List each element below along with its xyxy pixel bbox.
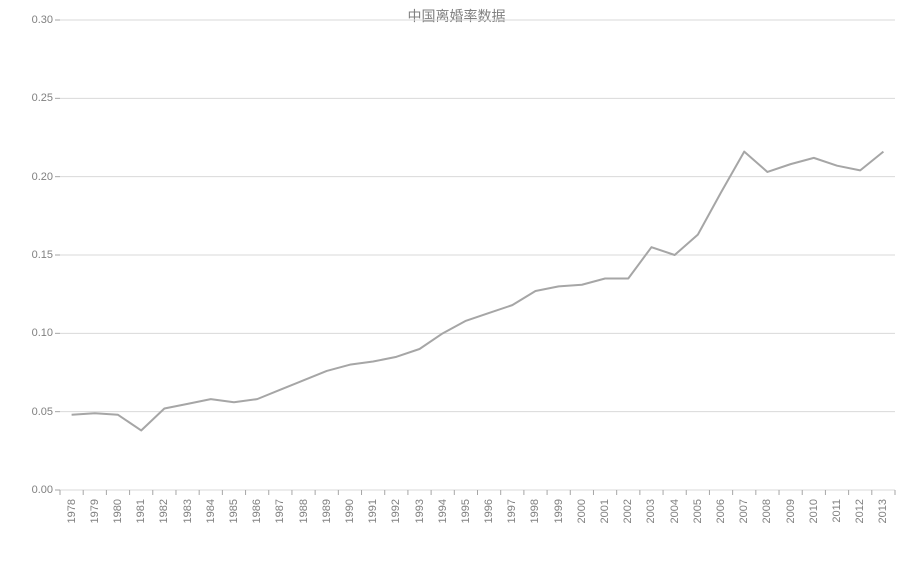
x-tick-label: 2012 bbox=[854, 499, 866, 523]
x-tick-label: 1980 bbox=[112, 499, 124, 523]
x-tick-label: 1988 bbox=[298, 499, 310, 523]
x-tick-label: 1991 bbox=[367, 499, 379, 523]
y-tick-label: 0.30 bbox=[32, 14, 53, 26]
x-tick-label: 1982 bbox=[158, 499, 170, 523]
x-tick-label: 2005 bbox=[692, 499, 704, 523]
x-tick-label: 2009 bbox=[785, 499, 797, 523]
x-tick-label: 1978 bbox=[66, 499, 78, 523]
x-tick-label: 2000 bbox=[576, 499, 588, 523]
x-tick-label: 2006 bbox=[715, 499, 727, 523]
y-tick-label: 0.15 bbox=[32, 249, 53, 261]
y-tick-label: 0.25 bbox=[32, 92, 53, 104]
x-tick-label: 2002 bbox=[622, 499, 634, 523]
x-tick-label: 2013 bbox=[877, 499, 889, 523]
x-tick-label: 1998 bbox=[529, 499, 541, 523]
x-tick-label: 2010 bbox=[808, 499, 820, 523]
x-tick-label: 1996 bbox=[483, 499, 495, 523]
x-tick-label: 1983 bbox=[182, 499, 194, 523]
y-tick-label: 0.05 bbox=[32, 406, 53, 418]
y-tick-label: 0.00 bbox=[32, 484, 53, 496]
x-tick-label: 1993 bbox=[414, 499, 426, 523]
x-tick-label: 1999 bbox=[553, 499, 565, 523]
x-tick-label: 1995 bbox=[460, 499, 472, 523]
chart-plot-area bbox=[0, 0, 913, 567]
x-tick-label: 1986 bbox=[251, 499, 263, 523]
x-tick-label: 2008 bbox=[761, 499, 773, 523]
x-tick-label: 2011 bbox=[831, 499, 843, 523]
x-tick-label: 1985 bbox=[228, 499, 240, 523]
x-tick-label: 1989 bbox=[321, 499, 333, 523]
line-chart: 中国离婚率数据 0.000.050.100.150.200.250.301978… bbox=[0, 0, 913, 567]
y-tick-label: 0.10 bbox=[32, 327, 53, 339]
x-tick-label: 1997 bbox=[506, 499, 518, 523]
y-tick-label: 0.20 bbox=[32, 171, 53, 183]
line-series bbox=[72, 152, 884, 431]
x-tick-label: 1979 bbox=[89, 499, 101, 523]
x-tick-label: 1994 bbox=[437, 499, 449, 523]
x-tick-label: 2007 bbox=[738, 499, 750, 523]
x-tick-label: 2001 bbox=[599, 499, 611, 523]
x-tick-label: 1987 bbox=[274, 499, 286, 523]
x-tick-label: 1990 bbox=[344, 499, 356, 523]
x-tick-label: 2004 bbox=[669, 499, 681, 523]
x-tick-label: 1992 bbox=[390, 499, 402, 523]
x-tick-label: 1984 bbox=[205, 499, 217, 523]
x-tick-label: 1981 bbox=[135, 499, 147, 523]
x-tick-label: 2003 bbox=[645, 499, 657, 523]
